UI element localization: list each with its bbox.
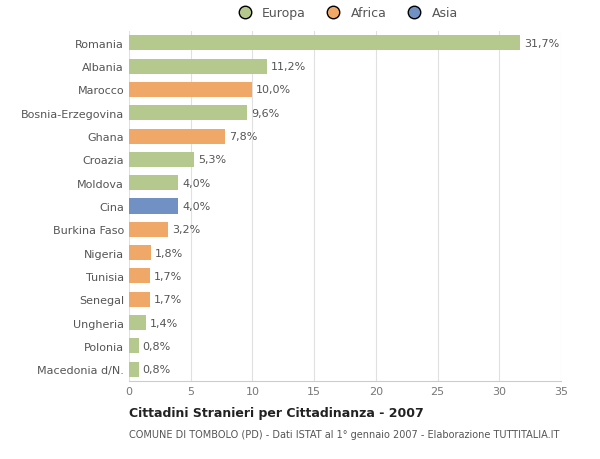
Text: 10,0%: 10,0% xyxy=(256,85,291,95)
Text: 1,7%: 1,7% xyxy=(154,271,182,281)
Bar xyxy=(129,199,178,214)
Text: 31,7%: 31,7% xyxy=(524,39,559,49)
Text: 4,0%: 4,0% xyxy=(182,178,211,188)
Text: 3,2%: 3,2% xyxy=(172,225,200,235)
Text: 1,4%: 1,4% xyxy=(150,318,178,328)
Text: 5,3%: 5,3% xyxy=(198,155,226,165)
Text: 7,8%: 7,8% xyxy=(229,132,257,142)
Bar xyxy=(129,83,253,98)
Text: 9,6%: 9,6% xyxy=(251,108,280,118)
Bar xyxy=(129,176,178,191)
Bar xyxy=(129,106,247,121)
Bar xyxy=(129,129,225,144)
Bar xyxy=(129,269,150,284)
Legend: Europa, Africa, Asia: Europa, Africa, Asia xyxy=(229,5,461,22)
Bar xyxy=(129,292,150,307)
Text: 1,7%: 1,7% xyxy=(154,295,182,305)
Bar xyxy=(129,60,267,74)
Text: Cittadini Stranieri per Cittadinanza - 2007: Cittadini Stranieri per Cittadinanza - 2… xyxy=(129,406,424,419)
Bar xyxy=(129,362,139,377)
Bar xyxy=(129,36,520,51)
Text: 0,8%: 0,8% xyxy=(143,341,171,351)
Text: 4,0%: 4,0% xyxy=(182,202,211,212)
Bar xyxy=(129,222,169,237)
Text: 0,8%: 0,8% xyxy=(143,364,171,375)
Text: 1,8%: 1,8% xyxy=(155,248,183,258)
Bar xyxy=(129,152,194,168)
Text: 11,2%: 11,2% xyxy=(271,62,306,72)
Bar xyxy=(129,339,139,353)
Bar xyxy=(129,315,146,330)
Bar xyxy=(129,246,151,261)
Text: COMUNE DI TOMBOLO (PD) - Dati ISTAT al 1° gennaio 2007 - Elaborazione TUTTITALIA: COMUNE DI TOMBOLO (PD) - Dati ISTAT al 1… xyxy=(129,429,559,439)
